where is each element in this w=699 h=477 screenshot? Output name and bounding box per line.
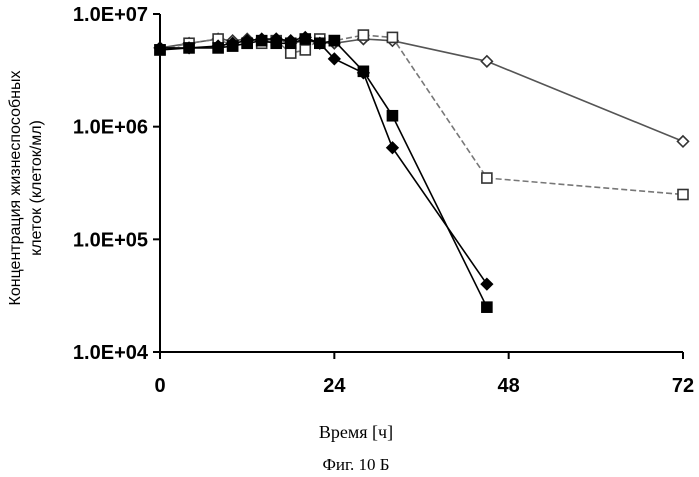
- data-point: [385, 141, 400, 155]
- series-line: [159, 38, 488, 308]
- data-point: [327, 52, 341, 66]
- data-point: [357, 65, 370, 78]
- y-tick-labels: 1.0E+04 1.0E+05 1.0E+06 1.0E+07: [73, 4, 149, 364]
- data-point: [212, 42, 224, 54]
- data-point: [299, 33, 312, 45]
- data-point: [676, 134, 690, 149]
- data-point: [386, 31, 399, 44]
- data-point: [183, 42, 195, 54]
- figure-caption: Фиг. 10 Б: [322, 455, 389, 474]
- data-point: [481, 172, 493, 184]
- series-line: [160, 36, 488, 285]
- data-point: [255, 34, 268, 47]
- series-line: [159, 34, 684, 196]
- data-point: [284, 37, 297, 50]
- series-line: [159, 38, 684, 143]
- data-point: [480, 54, 494, 68]
- data-point: [357, 29, 370, 41]
- series-layer: [153, 29, 690, 313]
- y-tick-label: 1.0E+06: [73, 117, 148, 139]
- y-tick-label: 1.0E+07: [73, 4, 148, 26]
- data-point: [481, 301, 493, 313]
- series-square-filled: [154, 33, 493, 313]
- x-tick-labels: 0 24 48 72: [154, 375, 694, 397]
- data-point: [299, 44, 312, 56]
- data-point: [241, 37, 253, 50]
- x-axis-label: Время [ч]: [319, 422, 393, 442]
- x-tick-label: 0: [154, 375, 165, 397]
- x-tick-label: 48: [498, 375, 520, 397]
- series-diamond-filled: [153, 30, 494, 291]
- data-point: [226, 40, 239, 52]
- data-point: [270, 37, 283, 50]
- x-tick-label: 72: [672, 375, 694, 397]
- data-point: [480, 277, 494, 291]
- y-axis-label-line-2: клеток (клеток/мл): [28, 120, 45, 256]
- y-axis-label-line-1: Концентрация жизнеспособных: [7, 71, 24, 306]
- data-point: [386, 109, 399, 122]
- data-point: [314, 37, 326, 50]
- data-point: [677, 188, 689, 201]
- axes: [153, 13, 684, 359]
- data-point: [154, 44, 166, 56]
- x-tick-label: 24: [323, 375, 346, 397]
- y-tick-label: 1.0E+04: [73, 342, 149, 364]
- data-point: [284, 47, 297, 59]
- data-point: [328, 34, 341, 47]
- y-tick-label: 1.0E+05: [73, 229, 148, 251]
